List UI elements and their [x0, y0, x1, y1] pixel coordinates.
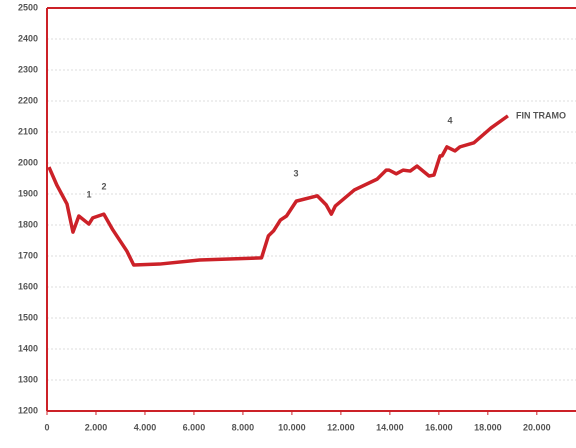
x-tick-label: 8.000	[232, 422, 255, 432]
x-tick-label: 12.000	[327, 422, 355, 432]
line	[47, 114, 509, 267]
x-tick-label: 20.000	[523, 422, 551, 432]
x-tick-label: 6.000	[183, 422, 206, 432]
x-tick-label: 4.000	[134, 422, 157, 432]
annotation: 4	[447, 115, 452, 125]
y-tick-label: 1900	[18, 188, 38, 198]
annotation: 3	[293, 168, 298, 178]
y-tick-label: 1700	[18, 250, 38, 260]
annotation: 2	[101, 181, 106, 191]
y-tick-label: 2500	[18, 2, 38, 12]
y-tick-label: 2400	[18, 33, 38, 43]
x-tick-label: 14.000	[376, 422, 404, 432]
y-tick-label: 2300	[18, 64, 38, 74]
x-tick-label: 16.000	[425, 422, 453, 432]
y-tick-label: 1300	[18, 374, 38, 384]
y-tick-label: 2200	[18, 95, 38, 105]
x-tick-label: 10.000	[278, 422, 306, 432]
y-tick-label: 1400	[18, 343, 38, 353]
annotation: FIN TRAMO	[516, 110, 566, 120]
x-tick-label: 18.000	[474, 422, 502, 432]
y-tick-label: 1800	[18, 219, 38, 229]
y-tick-label: 1200	[18, 405, 38, 415]
y-tick-label: 2100	[18, 126, 38, 136]
y-tick-label: 1600	[18, 281, 38, 291]
y-tick-label: 1500	[18, 312, 38, 322]
x-tick-label: 0	[44, 422, 49, 432]
annotation: 1	[86, 189, 91, 199]
y-tick-label: 2000	[18, 157, 38, 167]
x-tick-label: 2.000	[85, 422, 108, 432]
